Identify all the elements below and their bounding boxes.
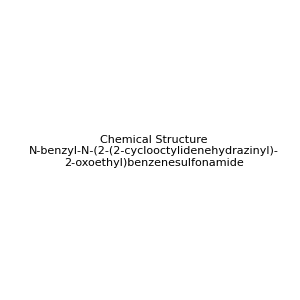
Text: Chemical Structure
N-benzyl-N-(2-(2-cyclooctylidenehydrazinyl)-
2-oxoethyl)benze: Chemical Structure N-benzyl-N-(2-(2-cycl… xyxy=(29,135,279,168)
